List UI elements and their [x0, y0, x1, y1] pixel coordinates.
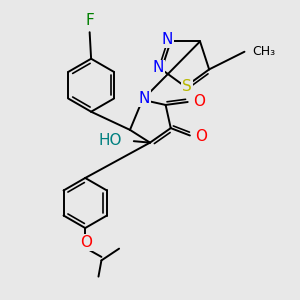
Text: CH₃: CH₃ — [253, 45, 276, 58]
Text: F: F — [85, 13, 94, 28]
Text: HO: HO — [98, 133, 122, 148]
Text: S: S — [182, 79, 192, 94]
Text: N: N — [138, 91, 150, 106]
Text: O: O — [194, 94, 206, 109]
Text: O: O — [80, 235, 92, 250]
Text: N: N — [162, 32, 173, 47]
Text: N: N — [153, 60, 164, 75]
Text: O: O — [195, 129, 207, 144]
